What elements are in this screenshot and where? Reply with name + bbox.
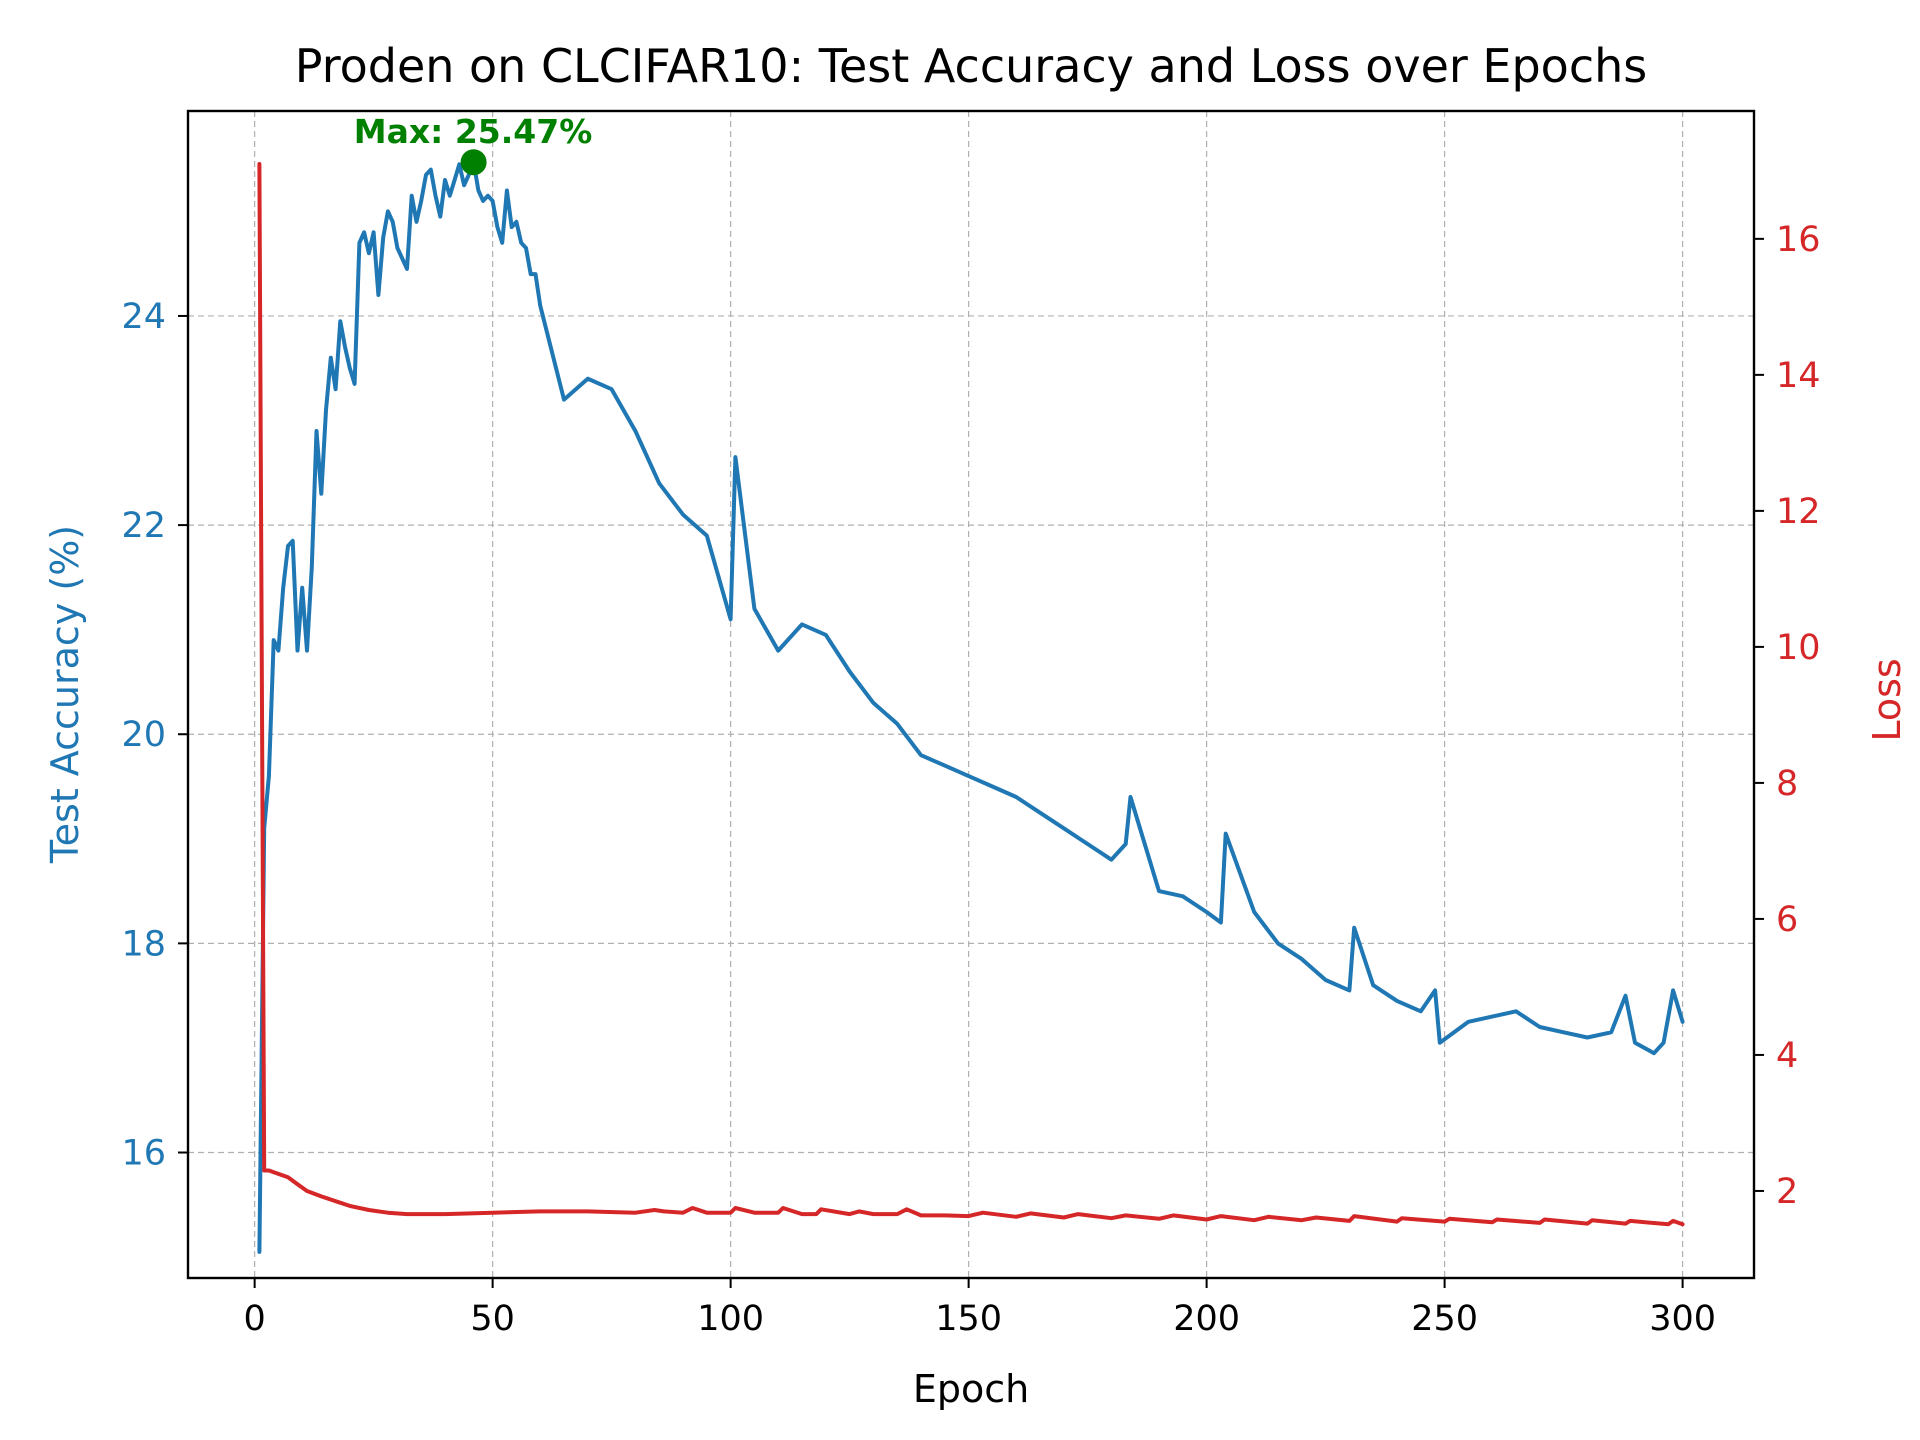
y-right-tick-label: 14 [1776, 356, 1821, 396]
data-lines [257, 149, 1685, 1254]
plot-frame [186, 109, 1756, 1280]
x-axis-label: Epoch [913, 1367, 1029, 1411]
y-right-tick-label: 4 [1776, 1036, 1798, 1076]
y-axis-right-label: Loss [1865, 658, 1909, 741]
y-right-tick-label: 2 [1776, 1172, 1798, 1212]
grid-lines [188, 111, 1754, 1278]
y-right-tick-label: 10 [1776, 628, 1821, 668]
y-axis-left-label: Test Accuracy (%) [43, 525, 87, 864]
loss-series-line [257, 162, 1685, 1227]
y-left-tick-label: 24 [121, 297, 166, 337]
x-tick-label: 0 [243, 1299, 265, 1339]
chart-title: Proden on CLCIFAR10: Test Accuracy and L… [295, 39, 1647, 93]
accuracy-series-line [257, 160, 1685, 1254]
x-tick-label: 50 [470, 1299, 515, 1339]
x-tick-label: 100 [697, 1299, 764, 1339]
max-annotation: Max: 25.47% [354, 112, 593, 151]
x-tick-label: 300 [1649, 1299, 1716, 1339]
y-left-tick-label: 18 [121, 924, 166, 964]
x-tick-label: 250 [1411, 1299, 1478, 1339]
y-right-tick-label: 16 [1776, 220, 1821, 260]
y-left-tick-label: 20 [121, 715, 166, 755]
x-tick-label: 150 [935, 1299, 1002, 1339]
y-right-tick-label: 8 [1776, 764, 1798, 804]
y-left-tick-label: 22 [121, 506, 166, 546]
y-right-tick-label: 12 [1776, 492, 1821, 532]
y-left-tick-label: 16 [121, 1134, 166, 1174]
x-tick-label: 200 [1173, 1299, 1240, 1339]
max-point-marker [460, 149, 487, 176]
y-right-tick-label: 6 [1776, 900, 1798, 940]
